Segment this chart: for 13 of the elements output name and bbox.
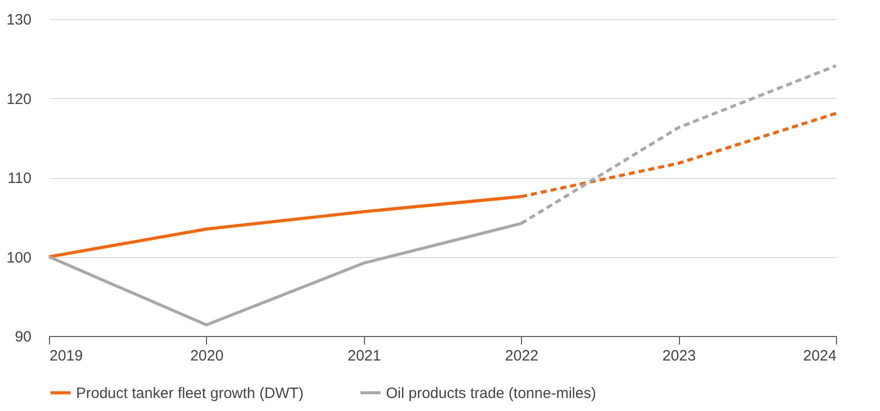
y-tick-label: 90 — [14, 328, 32, 346]
y-tick-label: 130 — [6, 12, 32, 28]
legend-label: Oil products trade (tonne-miles) — [386, 384, 596, 402]
x-tick-label: 2022 — [505, 348, 538, 364]
y-tick-label: 110 — [8, 170, 32, 187]
x-tick-label: 2019 — [50, 348, 83, 364]
y-tick-label: 120 — [6, 90, 32, 108]
x-tick-label: 2024 — [803, 348, 836, 364]
y-tick-label: 100 — [6, 249, 32, 266]
x-tick-label: 2020 — [190, 348, 224, 364]
x-tick-label: 2021 — [348, 348, 381, 364]
x-tick-label: 2023 — [662, 348, 696, 364]
legend-label: Product tanker fleet growth (DWT) — [76, 384, 304, 402]
